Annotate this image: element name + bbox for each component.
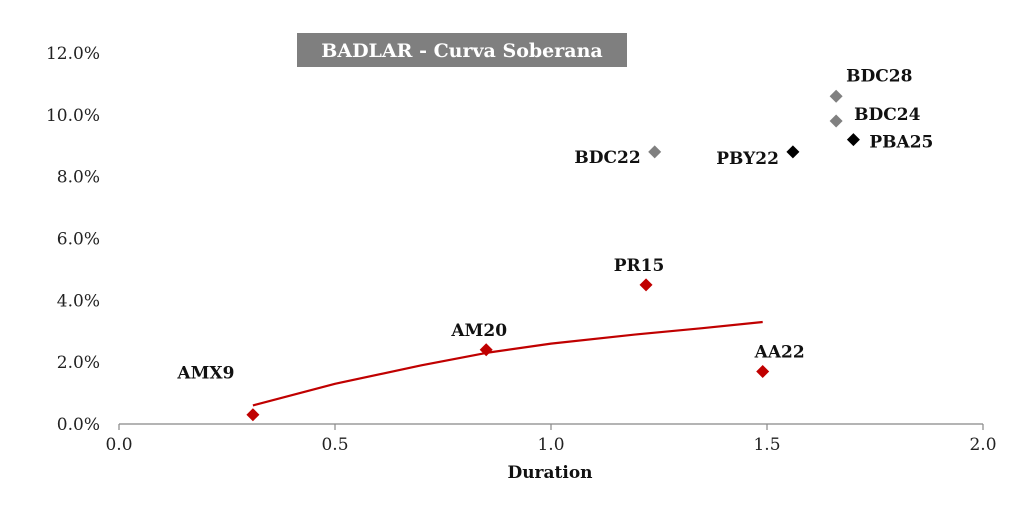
x-tick-label: 0.0 xyxy=(105,435,132,455)
scatter-point-bdc22 xyxy=(648,145,662,159)
y-tick-label: 8.0% xyxy=(57,168,100,188)
y-tick-label: 10.0% xyxy=(46,106,100,126)
scatter-point-am20 xyxy=(479,343,493,357)
scatter-point-aa22 xyxy=(756,364,770,378)
y-tick-label: 2.0% xyxy=(57,353,100,373)
chart-title-background xyxy=(297,33,627,67)
scatter-point-bdc28 xyxy=(829,89,843,103)
point-label-bdc22: BDC22 xyxy=(574,148,640,168)
scatter-point-pr15 xyxy=(639,278,653,292)
point-label-pby22: PBY22 xyxy=(716,149,779,169)
point-label-am20: AM20 xyxy=(450,321,507,341)
points-layer xyxy=(246,89,860,422)
y-tick-label: 12.0% xyxy=(46,44,100,64)
point-label-pr15: PR15 xyxy=(614,256,665,276)
x-tick-label: 1.0 xyxy=(537,435,564,455)
x-tick-label: 1.5 xyxy=(753,435,780,455)
point-label-aa22: AA22 xyxy=(754,342,805,362)
scatter-point-pby22 xyxy=(786,145,800,159)
x-axis-title: Duration xyxy=(507,463,592,483)
point-label-bdc28: BDC28 xyxy=(846,66,912,86)
y-tick-label: 6.0% xyxy=(57,230,100,250)
scatter-point-bdc24 xyxy=(829,114,843,128)
y-tick-label: 0.0% xyxy=(57,415,100,435)
axes: 0.0 0.5 1.0 1.5 2.0 0.0% 2.0% 4.0% 6.0% 8.0% 10.0%… xyxy=(46,44,997,455)
y-tick-label: 4.0% xyxy=(57,291,100,311)
trendline xyxy=(252,320,763,407)
x-tick-label: 0.5 xyxy=(321,435,348,455)
scatter-point-pba25 xyxy=(846,133,860,147)
point-label-bdc24: BDC24 xyxy=(854,105,920,125)
x-tick-label: 2.0 xyxy=(969,435,996,455)
scatter-point-amx9 xyxy=(246,408,260,422)
point-label-amx9: AMX9 xyxy=(176,364,234,384)
point-label-pba25: PBA25 xyxy=(869,133,933,153)
chart-title: BADLAR - Curva Soberana xyxy=(321,40,602,62)
chart-title-box: BADLAR - Curva Soberana xyxy=(297,33,627,67)
labels-layer: AMX9 AM20 PR15 AA22 BDC22 BDC28 BDC24 PBY22 PBA2… xyxy=(176,66,933,383)
trendline-layer xyxy=(252,320,763,407)
